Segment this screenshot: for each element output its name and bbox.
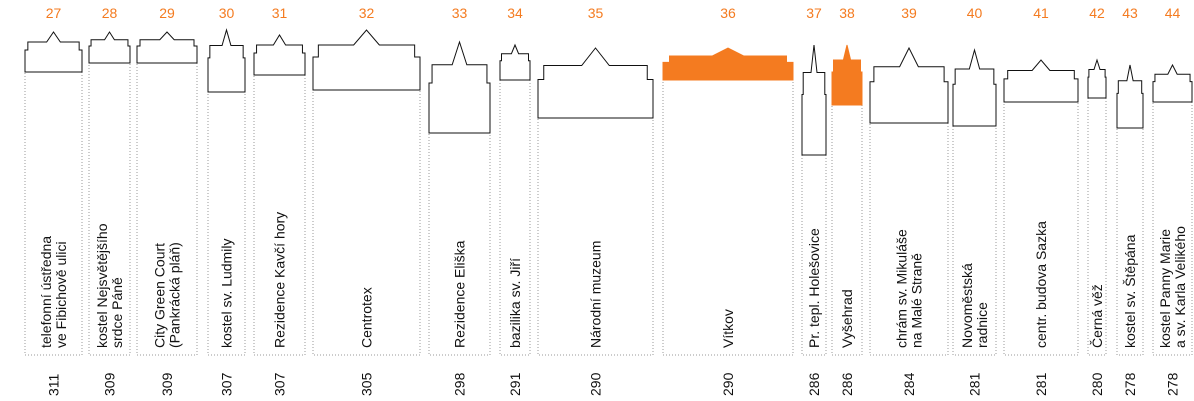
building-silhouette — [136, 31, 198, 64]
building-name: srdce Páně — [109, 277, 125, 348]
height-label: 290 — [720, 372, 736, 396]
building-silhouette — [88, 31, 131, 64]
building-silhouette — [537, 47, 654, 119]
building-silhouette — [1116, 64, 1144, 129]
building-name: Národní muzeum — [588, 241, 604, 348]
building-silhouette — [662, 47, 794, 81]
height-label: 307 — [272, 372, 288, 396]
height-label: 281 — [967, 372, 983, 396]
building-name: kostel sv. Štěpána — [1122, 234, 1138, 348]
rank-label: 44 — [1165, 5, 1181, 21]
building-silhouette — [952, 48, 997, 127]
rank-label: 39 — [901, 5, 917, 21]
rank-label: 28 — [102, 5, 118, 21]
building-name: Centrotex — [359, 287, 375, 348]
dotted-frame — [662, 79, 794, 356]
rank-label: 35 — [588, 5, 604, 21]
building-silhouette — [428, 40, 491, 134]
building-silhouette — [499, 43, 531, 81]
building-silhouette — [1152, 63, 1193, 103]
rank-label: 43 — [1122, 5, 1138, 21]
height-label: 291 — [507, 372, 523, 396]
building-name: City Green Court — [152, 243, 168, 348]
building-silhouette — [253, 34, 306, 76]
height-label: 278 — [1122, 372, 1138, 396]
height-label: 284 — [901, 372, 917, 396]
height-label: 286 — [839, 372, 855, 396]
height-label: 311 — [46, 373, 62, 396]
height-label: 278 — [1165, 372, 1181, 396]
building-name: kostel sv. Ludmily — [219, 239, 235, 348]
building-name: Rezidence Eliška — [452, 240, 468, 348]
building-name: bazilika sv. Jiří — [507, 258, 523, 348]
building-name: Rezidence Kavčí hory — [272, 212, 288, 348]
building-name: ve Fibichově ulici — [53, 241, 69, 348]
building-name: (Pankrácká pláň) — [167, 242, 183, 348]
building-silhouette — [312, 29, 421, 91]
building-name: a sv. Karla Velikého — [1172, 226, 1188, 348]
rank-label: 33 — [452, 5, 468, 21]
building-name: Vyšehrad — [839, 289, 855, 348]
rank-label: 34 — [507, 5, 523, 21]
rank-label: 37 — [806, 5, 822, 21]
building-name: centr. budova Sazka — [1033, 221, 1049, 348]
building-silhouette — [24, 31, 83, 73]
building-name: Vítkov — [720, 309, 736, 348]
height-label: 290 — [588, 372, 604, 396]
rank-label: 30 — [219, 5, 235, 21]
dotted-frame — [24, 71, 83, 356]
building-name: na Malé Straně — [909, 253, 925, 348]
dotted-frame — [88, 62, 131, 356]
building-silhouette — [831, 44, 863, 106]
building-name: radnice — [974, 302, 990, 348]
rank-label: 32 — [359, 5, 375, 21]
height-label: 298 — [452, 372, 468, 396]
building-silhouette — [207, 28, 246, 93]
rank-label: 29 — [159, 5, 175, 21]
building-name: telefonní ústředna — [38, 236, 54, 348]
rank-label: 27 — [46, 5, 62, 21]
height-label: 309 — [102, 372, 118, 396]
rank-label: 36 — [720, 5, 736, 21]
building-silhouette — [1003, 59, 1079, 103]
rank-label: 31 — [272, 5, 288, 21]
height-label: 280 — [1089, 372, 1105, 396]
height-label: 305 — [359, 372, 375, 396]
height-label: 307 — [219, 372, 235, 396]
height-label: 309 — [159, 372, 175, 396]
building-name: Novoměstská — [959, 263, 975, 348]
building-silhouette — [801, 44, 827, 156]
dotted-frame — [253, 74, 306, 356]
rank-label: 42 — [1089, 5, 1105, 21]
building-name: Pr. tepl. Holešovice — [806, 228, 822, 348]
height-label: 286 — [806, 372, 822, 396]
dotted-frame — [1152, 101, 1193, 356]
building-name: kostel Panny Marie — [1157, 229, 1173, 348]
building-silhouette — [1087, 58, 1107, 99]
building-name: chrám sv. Mikuláše — [894, 229, 910, 348]
building-silhouette — [869, 46, 949, 124]
building-name: kostel Nejsvětějšího — [94, 223, 110, 348]
rank-label: 40 — [967, 5, 983, 21]
rank-label: 41 — [1033, 5, 1049, 21]
height-label: 281 — [1033, 372, 1049, 396]
rank-label: 38 — [839, 5, 855, 21]
building-name: Černá věž — [1089, 284, 1105, 348]
